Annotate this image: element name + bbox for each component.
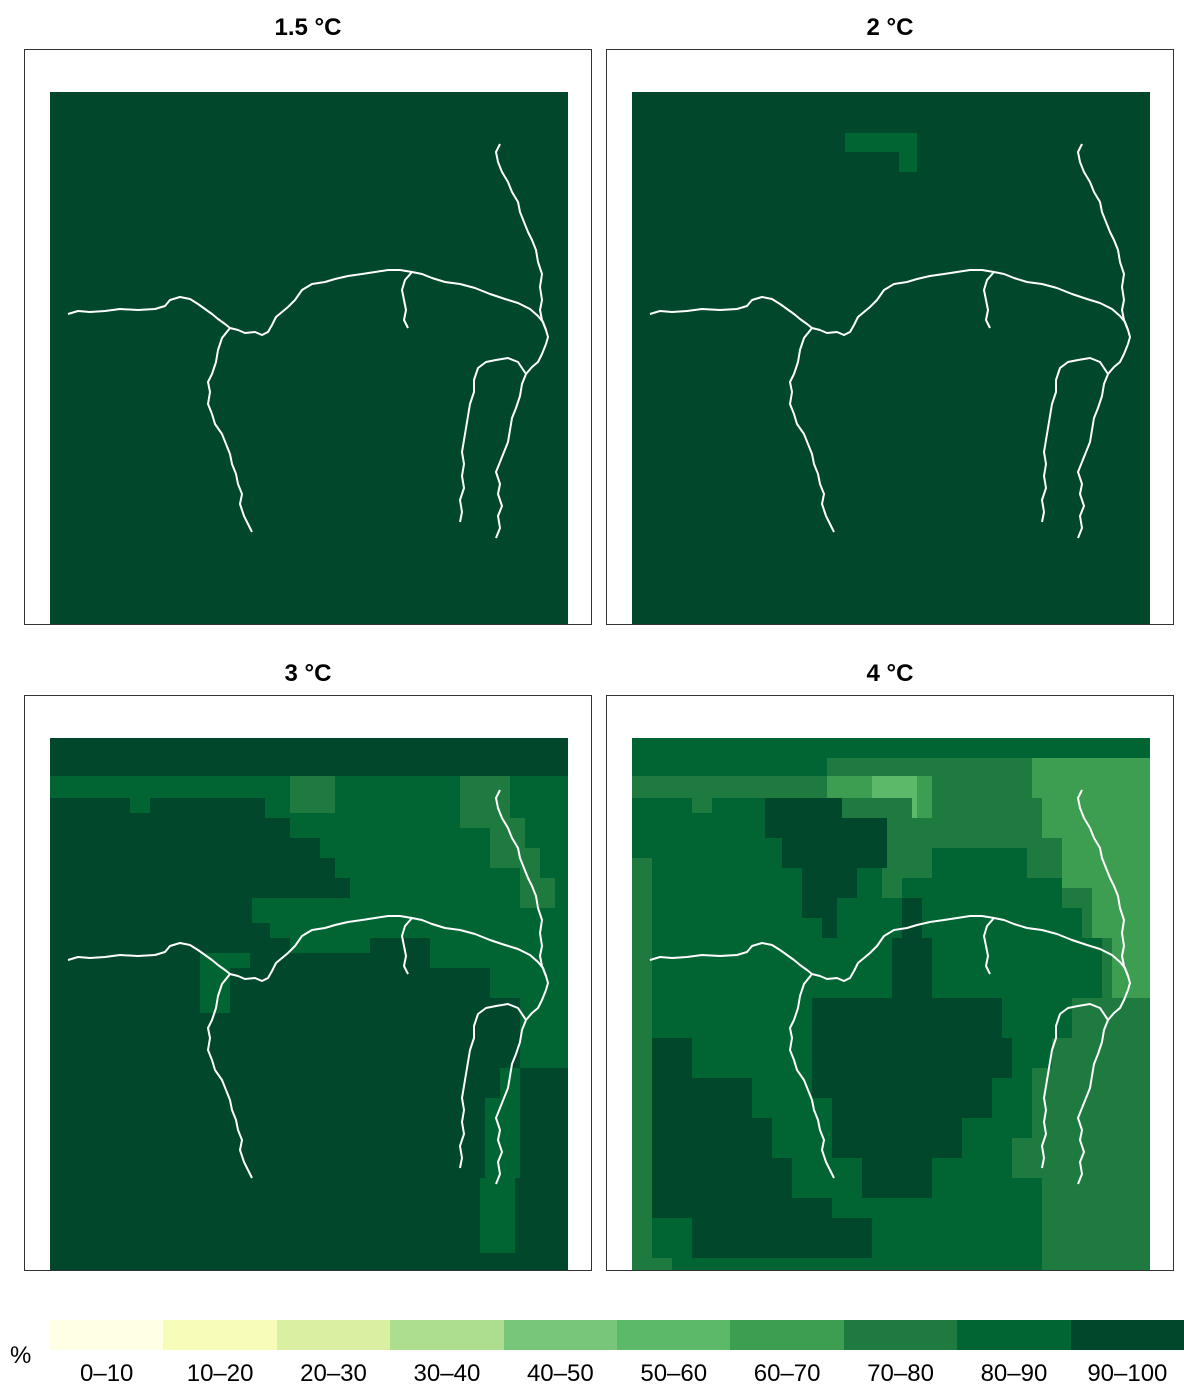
legend-label: 30–40 <box>413 1360 481 1387</box>
legend-swatch <box>276 1320 391 1350</box>
river-main <box>649 915 1131 991</box>
river-main <box>649 269 1131 345</box>
legend-swatch <box>50 1320 164 1350</box>
river-tributary-inner <box>1041 1003 1109 1169</box>
map-panel-3c: 3 °C <box>24 660 592 1271</box>
river-north-east <box>495 143 547 331</box>
map-frame <box>24 695 592 1271</box>
river-tributary-north <box>983 271 995 329</box>
legend-label: 50–60 <box>640 1360 708 1387</box>
river-north-east <box>1077 789 1129 977</box>
river-tributary-east <box>1077 343 1129 539</box>
map-cell-patches <box>50 776 568 1270</box>
legend-label: 60–70 <box>753 1360 821 1387</box>
river-network <box>67 143 549 539</box>
legend-swatch <box>617 1320 731 1350</box>
map-frame <box>606 49 1174 625</box>
likelihood-map <box>50 738 568 1270</box>
legend-swatch <box>163 1320 277 1350</box>
river-tributary-inner <box>459 1003 527 1169</box>
legend-labels: 0–10 10–20 20–30 30–40 40–50 50–60 60–70… <box>50 1360 1184 1388</box>
river-network <box>649 789 1131 1185</box>
river-tributary-east <box>495 989 547 1185</box>
likelihood-map <box>632 92 1150 624</box>
legend-swatch <box>957 1320 1071 1350</box>
legend-label: 0–10 <box>80 1360 134 1387</box>
map-cells <box>632 92 1150 624</box>
river-main <box>67 915 549 991</box>
legend-unit: % <box>10 1342 32 1369</box>
river-tributary-north <box>401 917 413 975</box>
map-cell-patches <box>632 738 1150 1270</box>
map-frame <box>606 695 1174 1271</box>
panel-title: 3 °C <box>284 660 332 687</box>
legend-color-bar <box>50 1320 1184 1350</box>
legend-label: 40–50 <box>526 1360 594 1387</box>
river-south-west <box>789 327 835 533</box>
legend: % 0–10 10–20 20–30 30–40 40–50 50–60 60–… <box>0 1320 1184 1396</box>
legend-label: 10–20 <box>186 1360 254 1387</box>
legend-swatch <box>730 1320 844 1350</box>
river-north-east <box>1077 143 1129 331</box>
river-network <box>67 789 549 1185</box>
map-panel-1-5c: 1.5 °C <box>24 14 592 625</box>
legend-label: 90–100 <box>1087 1360 1168 1387</box>
river-south-west <box>207 327 253 533</box>
river-main <box>67 269 549 345</box>
likelihood-map <box>632 738 1150 1270</box>
legend-swatch <box>1070 1320 1184 1350</box>
river-south-west <box>789 973 835 1179</box>
map-cells <box>50 92 568 624</box>
legend-swatch <box>503 1320 618 1350</box>
river-network <box>649 143 1131 539</box>
map-panel-2c: 2 °C <box>606 14 1174 625</box>
map-cell-patch <box>845 133 917 172</box>
likelihood-map <box>50 92 568 624</box>
panel-title: 4 °C <box>866 660 914 687</box>
legend-swatch <box>843 1320 958 1350</box>
legend-label: 80–90 <box>980 1360 1048 1387</box>
river-tributary-east <box>495 343 547 539</box>
panel-title: 2 °C <box>866 14 914 41</box>
legend-label: 20–30 <box>300 1360 367 1387</box>
river-tributary-inner <box>459 357 527 523</box>
map-frame <box>24 49 592 625</box>
river-north-east <box>495 789 547 977</box>
panel-title: 1.5 °C <box>274 14 342 41</box>
river-south-west <box>207 973 253 1179</box>
river-tributary-east <box>1077 989 1129 1185</box>
river-tributary-north <box>983 917 995 975</box>
legend-label: 70–80 <box>867 1360 934 1387</box>
legend-swatch <box>390 1320 504 1350</box>
river-tributary-inner <box>1041 357 1109 523</box>
map-panel-4c: 4 °C <box>606 660 1174 1271</box>
river-tributary-north <box>401 271 413 329</box>
